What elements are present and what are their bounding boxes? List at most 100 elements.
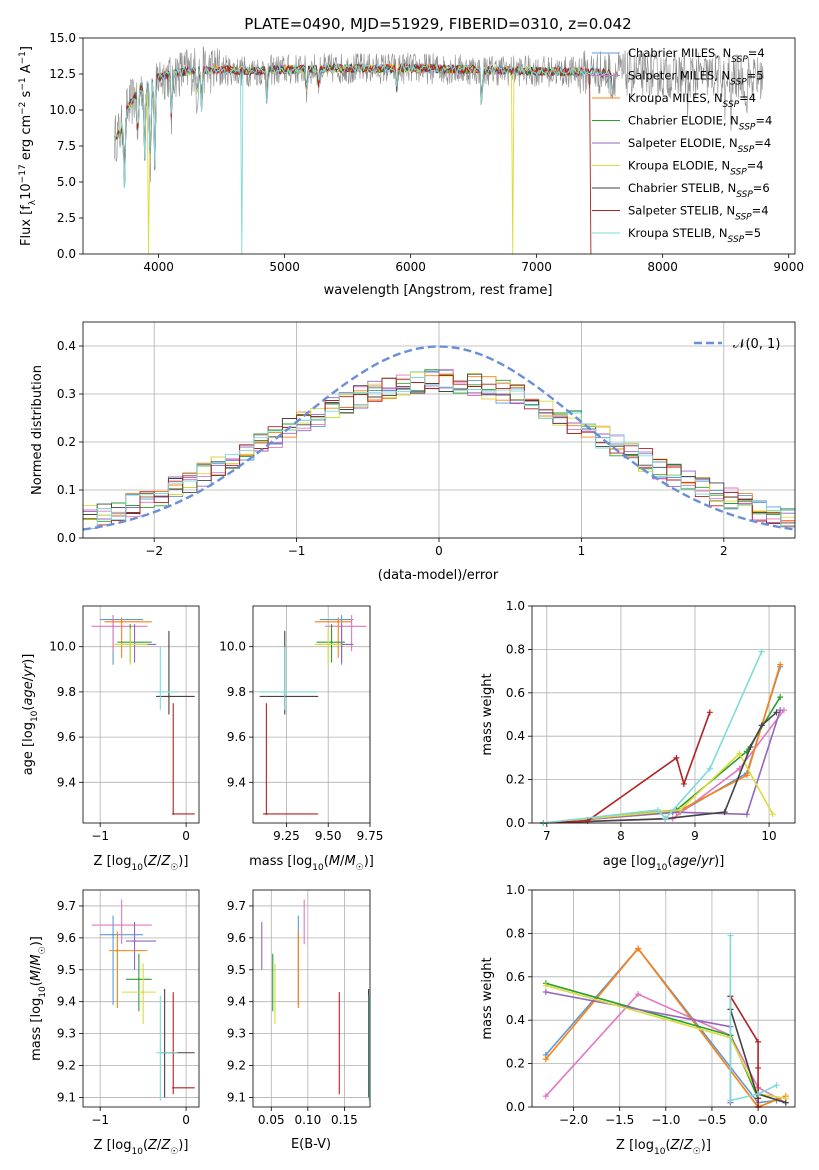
y-tick-label: 9.4 — [227, 995, 246, 1009]
legend-label: Chabrier MILES, NSSP=4 — [628, 46, 765, 65]
y-tick-label: 0.4 — [506, 1013, 525, 1027]
y-tick-label: 9.6 — [227, 730, 246, 744]
x-tick-label: 5000 — [269, 260, 300, 274]
weight-marker — [542, 1093, 549, 1100]
y-axis-label: mass [log10(M/M☉)] — [29, 936, 48, 1061]
x-axis-label: mass [log10(M/M☉)] — [249, 854, 374, 873]
data-point — [167, 695, 170, 698]
weight-marker — [777, 694, 784, 701]
data-point — [116, 949, 119, 952]
y-tick-label: 10.0 — [49, 640, 76, 654]
model-line-kroupa-stelib — [114, 62, 613, 255]
weight-marker — [680, 780, 687, 787]
y-tick-label: 9.4 — [57, 775, 76, 789]
weight-marker — [758, 722, 765, 729]
data-point — [327, 643, 330, 646]
legend-label: Kroupa MILES, NSSP=4 — [628, 91, 756, 110]
weight-marker — [758, 648, 765, 655]
y-tick-label: 9.5 — [227, 963, 246, 977]
data-point — [350, 625, 353, 628]
x-tick-label: 9.25 — [273, 829, 300, 843]
weight-marker — [706, 765, 713, 772]
y-tick-label: 9.2 — [227, 1059, 246, 1073]
y-tick-label: 0.2 — [506, 1057, 525, 1071]
y-tick-label: 9.5 — [57, 963, 76, 977]
x-tick-label: 9000 — [773, 260, 804, 274]
data-point — [340, 618, 343, 621]
x-tick-label: 4000 — [143, 260, 174, 274]
data-point — [337, 620, 340, 623]
data-point — [129, 643, 132, 646]
y-tick-label: 0.4 — [506, 729, 525, 743]
mass_vs_Z-panel: −1 0 9.1 9.2 9.3 9.4 9.5 9.6 9.7 Z [log10(Z/Z☉)] m… — [29, 889, 200, 1157]
y-axis-label: Flux [fλ10−17 erg cm−2 s−1 A−1] — [18, 46, 38, 246]
weight-line-kroupa-elodie — [543, 752, 774, 824]
y-tick-label: 0.0 — [57, 531, 76, 545]
weight-marker — [721, 809, 728, 816]
x-tick-label: −0.5 — [697, 1113, 726, 1127]
x-tick-label: 9.75 — [357, 829, 384, 843]
data-point — [142, 991, 145, 994]
axes-frame — [82, 889, 200, 1108]
x-tick-label: 8 — [617, 829, 625, 843]
data-point — [133, 940, 136, 943]
y-axis-label: mass weight — [480, 673, 495, 755]
age_vs_Z-panel: −1 0 9.4 9.6 9.8 10.0 Z [log10(Z/Z☉)] age [log1… — [21, 605, 200, 873]
y-tick-label: 0.1 — [57, 483, 76, 497]
mass_vs_Z-plot-area — [91, 899, 195, 1101]
x-tick-label: 9.50 — [315, 829, 342, 843]
age_vs_Z-plot-area — [91, 615, 195, 815]
axes-frame — [531, 605, 796, 824]
weight-line-salpeter-stelib — [729, 995, 759, 1107]
age_vs_mass-plot-area — [259, 615, 367, 815]
y-tick-label: 5.0 — [57, 175, 76, 189]
x-tick-label: 7 — [543, 829, 551, 843]
residual-histogram-salpeter-stelib — [83, 375, 795, 529]
y-axis-label: age [log10(age/yr)] — [21, 654, 40, 776]
x-tick-label: −2 — [145, 544, 163, 558]
y-tick-label: 9.2 — [57, 1059, 76, 1073]
y-tick-label: 9.1 — [227, 1090, 246, 1104]
weight-marker — [736, 750, 743, 757]
y-tick-label: 0.8 — [506, 642, 525, 656]
residuals-panel: −2 −1 0 1 2 0.0 0.1 0.2 0.3 0.4 𝒩(0, 1) (data-model… — [30, 321, 796, 583]
y-tick-label: 9.6 — [227, 931, 246, 945]
weight_vs_age-panel: 7 8 9 10 0.0 0.2 0.4 0.6 0.8 1.0 age [log10(age/yr… — [480, 599, 796, 873]
y-tick-label: 9.8 — [227, 685, 246, 699]
age_vs_mass-panel: 9.25 9.50 9.75 9.4 9.6 9.8 10.0 mass [log10(M/M… — [219, 605, 384, 873]
x-tick-label: −1 — [91, 1113, 109, 1127]
weight-line-kroupa-elodie — [545, 984, 786, 1100]
spectrum-plot-area — [114, 46, 764, 255]
data-point — [265, 812, 268, 815]
data-point — [120, 924, 123, 927]
legend-label: Salpeter MILES, NSSP=5 — [628, 69, 764, 88]
y-tick-label: 9.4 — [227, 775, 246, 789]
mass_vs_ebv-panel: 0.05 0.10 0.15 9.1 9.2 9.3 9.4 9.5 9.6 9.7 E(B-V) — [227, 889, 371, 1152]
weight-marker — [727, 1097, 734, 1104]
legend-label: Salpeter STELIB, NSSP=4 — [628, 204, 769, 223]
weight-marker — [755, 1090, 762, 1097]
legend-label: Chabrier ELODIE, NSSP=4 — [628, 114, 772, 133]
axes-frame — [82, 321, 796, 539]
x-tick-label: 0 — [435, 544, 443, 558]
figure-title: PLATE=0490, MJD=51929, FIBERID=0310, z=0… — [244, 15, 631, 33]
x-tick-label: 0.05 — [258, 1113, 285, 1127]
data-point — [137, 978, 140, 981]
y-tick-label: 9.6 — [57, 931, 76, 945]
residual-histogram-kroupa-stelib — [83, 377, 795, 529]
weight-marker — [755, 1064, 762, 1071]
y-tick-label: 9.6 — [57, 730, 76, 744]
x-tick-label: 6000 — [395, 260, 426, 274]
y-tick-label: 0.2 — [57, 435, 76, 449]
weight-marker — [677, 806, 684, 813]
y-tick-label: 1.0 — [506, 883, 525, 897]
x-tick-label: −1 — [288, 544, 306, 558]
data-point — [120, 620, 123, 623]
weight-marker — [773, 709, 780, 716]
weight-marker — [542, 1056, 549, 1063]
weight-marker — [542, 982, 549, 989]
data-point — [159, 690, 162, 693]
weight-marker — [747, 744, 754, 751]
x-tick-label: −2.0 — [559, 1113, 588, 1127]
